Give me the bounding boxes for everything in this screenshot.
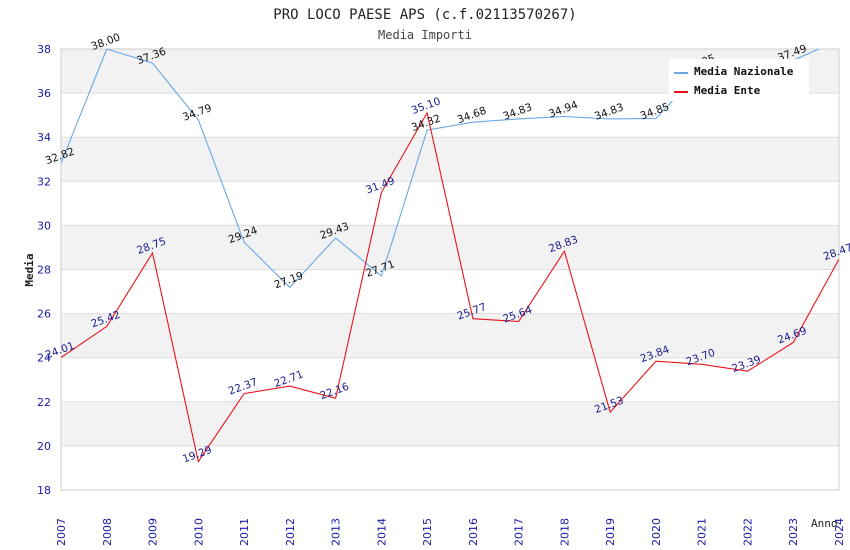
- x-tick-label: 2018: [558, 518, 571, 546]
- chart-title: PRO LOCO PAESE APS (c.f.02113570267): [273, 7, 576, 23]
- y-axis-label: Media: [23, 253, 36, 286]
- grid-band: [61, 357, 839, 402]
- x-tick-label: 2009: [147, 518, 160, 546]
- y-tick-label: 26: [37, 308, 51, 321]
- grid-band: [61, 269, 839, 314]
- y-tick-label: 28: [37, 264, 51, 277]
- y-tick-label: 24: [37, 352, 51, 365]
- y-tick-label: 32: [37, 175, 51, 188]
- grid-band: [61, 401, 839, 446]
- chart-subtitle: Media Importi: [378, 28, 472, 42]
- legend: Media Nazionale Media Ente: [669, 59, 809, 101]
- x-tick-label: 2017: [513, 518, 526, 546]
- y-tick-label: 22: [37, 396, 51, 409]
- x-axis-label: Anno: [811, 517, 838, 530]
- series-line-media-ente: [61, 111, 839, 463]
- grid-band: [61, 181, 839, 226]
- grid-band: [61, 445, 839, 490]
- x-tick-label: 2012: [284, 518, 297, 546]
- x-tick-label: 2023: [787, 518, 800, 546]
- legend-box: [669, 59, 809, 101]
- x-tick-label: 2013: [330, 518, 343, 546]
- x-tick-label: 2007: [55, 518, 68, 546]
- x-tick-label: 2014: [375, 518, 388, 546]
- y-tick-label: 36: [37, 87, 51, 100]
- x-tick-label: 2015: [421, 518, 434, 546]
- plot-background-bands: [61, 49, 839, 490]
- x-axis-ticks: 2007 2008 2009 2010 2011 2012 2013 2014 2015 2016…: [55, 518, 846, 546]
- x-tick-label: 2011: [238, 518, 251, 546]
- x-tick-label: 2008: [101, 518, 114, 546]
- y-tick-label: 38: [37, 43, 51, 56]
- grid-band: [61, 137, 839, 182]
- x-tick-label: 2020: [650, 518, 663, 546]
- x-tick-label: 2022: [741, 518, 754, 546]
- x-tick-label: 2010: [192, 518, 205, 546]
- grid-band: [61, 313, 839, 358]
- y-tick-label: 20: [37, 440, 51, 453]
- y-axis-ticks: 18 20 22 24 26 28 30 32 34 36 38: [37, 43, 51, 497]
- plot-frame: [60, 48, 840, 491]
- x-tick-label: 2021: [696, 518, 709, 546]
- legend-label-media-ente: Media Ente: [694, 84, 761, 97]
- y-tick-label: 18: [37, 484, 51, 497]
- legend-label-media-nazionale: Media Nazionale: [694, 65, 794, 78]
- x-tick-label: 2024: [833, 518, 846, 546]
- x-tick-label: 2019: [604, 518, 617, 546]
- y-tick-label: 30: [37, 219, 51, 232]
- x-tick-label: 2016: [467, 518, 480, 546]
- y-tick-label: 34: [37, 131, 51, 144]
- grid-band: [61, 225, 839, 270]
